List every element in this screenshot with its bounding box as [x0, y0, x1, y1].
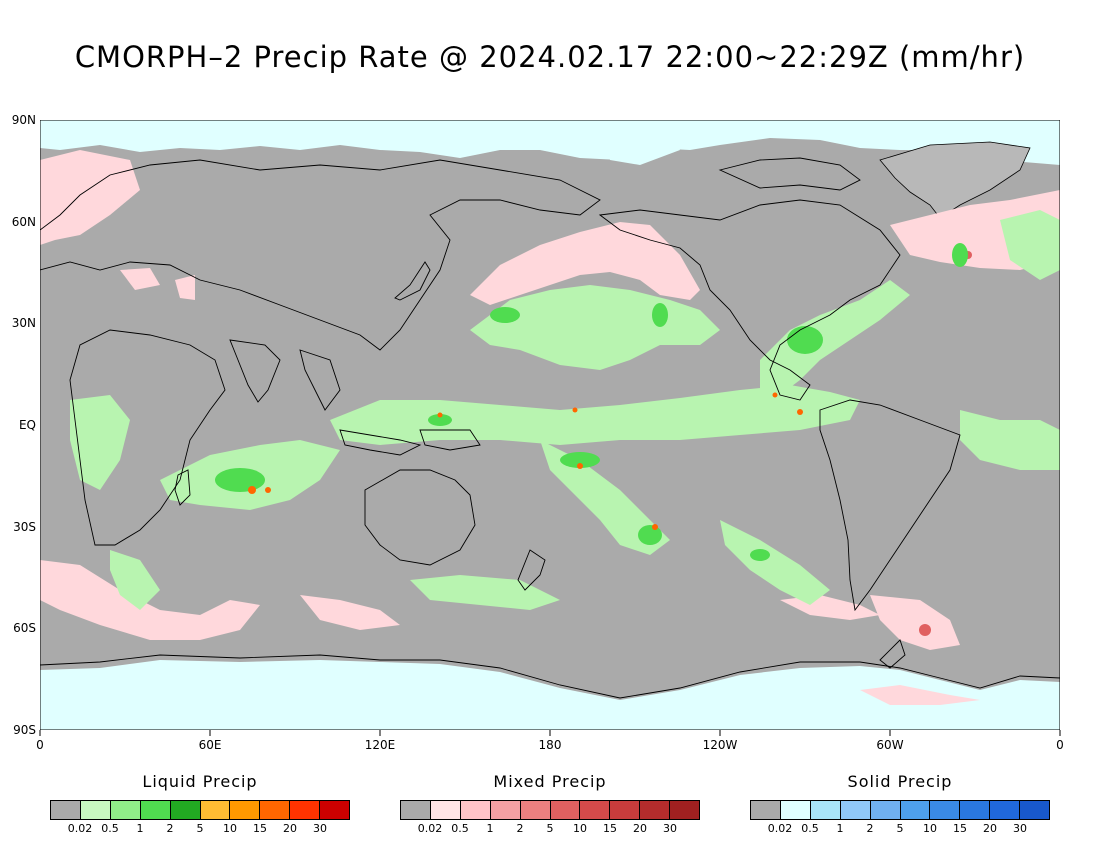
legend-swatch	[80, 801, 111, 819]
lat-label-90s: 90S	[13, 723, 36, 737]
legend-title-liquid: Liquid Precip	[142, 772, 258, 791]
legend-swatch	[51, 801, 81, 819]
legend-tick-label: 10	[573, 822, 587, 835]
legend-tick-label: 5	[546, 822, 554, 835]
legend-swatch	[230, 801, 261, 819]
legend-swatch	[260, 801, 291, 819]
legend-tick-label: 1	[836, 822, 844, 835]
legend-title-solid: Solid Precip	[847, 772, 953, 791]
lat-label-90n: 90N	[11, 113, 36, 127]
legend-bar-liquid	[50, 800, 350, 820]
lat-label-60s: 60S	[13, 621, 36, 635]
legend-tick-label: 30	[1013, 822, 1027, 835]
legend-tick-label: 10	[223, 822, 237, 835]
legend-tick-label: 5	[896, 822, 904, 835]
legend-tick-label: 30	[663, 822, 677, 835]
legend-swatch	[110, 801, 141, 819]
legend-swatch	[320, 801, 350, 819]
antarctic-solid-precip	[40, 660, 1060, 730]
legend-swatch	[840, 801, 871, 819]
legend-tick-label: 20	[283, 822, 297, 835]
lon-label-120e: 120E	[364, 738, 396, 752]
legend-tick-label: 0.5	[451, 822, 469, 835]
legend-tick-label: 0.02	[417, 822, 443, 835]
legend-swatch	[930, 801, 961, 819]
legend-tick-label: 15	[953, 822, 967, 835]
lon-label-180: 180	[538, 738, 562, 752]
legend-swatch	[780, 801, 811, 819]
legend-swatch	[810, 801, 841, 819]
legend-tick-label: 15	[253, 822, 267, 835]
legend-swatch	[140, 801, 171, 819]
legend-tick-label: 2	[866, 822, 874, 835]
legend-bar-solid	[750, 800, 1050, 820]
legend-tick-label: 0.02	[67, 822, 93, 835]
lat-label-30n: 30N	[11, 316, 36, 330]
legend-swatch	[1020, 801, 1050, 819]
lon-label-120w: 120W	[702, 738, 738, 752]
legend-swatch	[170, 801, 201, 819]
coastlines	[40, 157, 1060, 699]
legend-swatch	[490, 801, 521, 819]
map-title: CMORPH–2 Precip Rate @ 2024.02.17 22:00~…	[74, 40, 1026, 74]
legend-tick-label: 1	[486, 822, 494, 835]
legend-swatch	[960, 801, 991, 819]
legend-swatch	[610, 801, 641, 819]
liquid-precip-heavy	[248, 392, 803, 530]
legend-title-mixed: Mixed Precip	[493, 772, 607, 791]
liquid-precip-moderate	[215, 243, 968, 561]
legend-swatch	[580, 801, 611, 819]
legend-swatch	[460, 801, 491, 819]
legend-swatch	[990, 801, 1021, 819]
legend-tick-label: 2	[516, 822, 524, 835]
legend-tick-label: 20	[983, 822, 997, 835]
lon-label-60w: 60W	[876, 738, 904, 752]
legend-swatch	[290, 801, 321, 819]
mixed-precip-areas	[40, 150, 1060, 705]
legend-swatch	[900, 801, 931, 819]
legend-swatch	[430, 801, 461, 819]
legend-swatch	[870, 801, 901, 819]
legend-tick-label: 2	[166, 822, 174, 835]
greenland	[879, 141, 1031, 219]
legend-tick-label: 1	[136, 822, 144, 835]
legend-swatch	[670, 801, 700, 819]
lat-label-eq: EQ	[18, 418, 36, 432]
legend-swatch	[401, 801, 431, 819]
legend-tick-label: 0.5	[101, 822, 119, 835]
legend-swatch	[550, 801, 581, 819]
arctic-solid-precip	[40, 120, 1060, 165]
legend-tick-label: 0.5	[801, 822, 819, 835]
lat-label-60n: 60N	[11, 215, 36, 229]
legend-bar-mixed	[400, 800, 700, 820]
legend-tick-label: 30	[313, 822, 327, 835]
legend-swatch	[751, 801, 781, 819]
legend-tick-label: 20	[633, 822, 647, 835]
lon-label-0-east: 0	[1056, 738, 1064, 752]
legend-swatch	[520, 801, 551, 819]
legend-swatch	[640, 801, 671, 819]
legend-tick-label: 15	[603, 822, 617, 835]
legend-swatch	[200, 801, 231, 819]
lat-label-30s: 30S	[13, 520, 36, 534]
legend-tick-label: 0.02	[767, 822, 793, 835]
lon-label-0: 0	[36, 738, 44, 752]
legend-tick-label: 5	[196, 822, 204, 835]
legend-tick-label: 10	[923, 822, 937, 835]
lon-label-60e: 60E	[198, 738, 222, 752]
